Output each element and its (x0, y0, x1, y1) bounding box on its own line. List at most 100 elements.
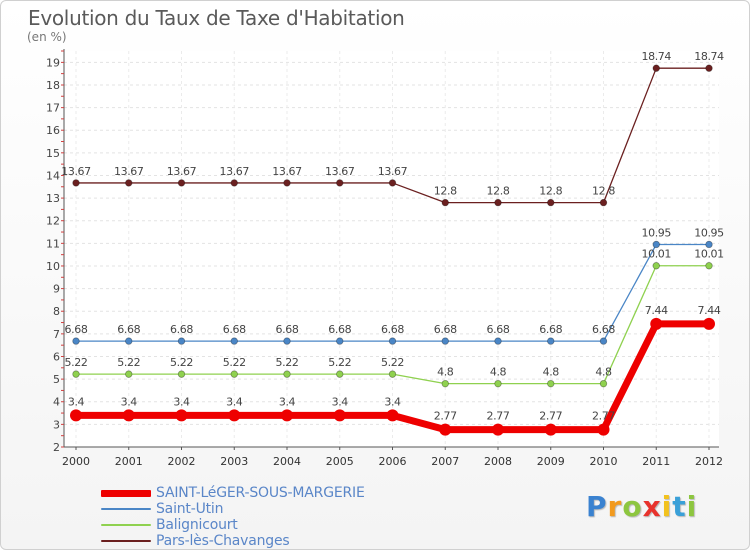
x-tick-label: 2003 (220, 455, 248, 468)
data-point (599, 337, 608, 345)
data-label: 3.4 (279, 395, 296, 408)
y-tick-label: 11 (46, 237, 60, 250)
data-label: 7.44 (698, 304, 721, 317)
data-point (494, 337, 502, 345)
data-label: 5.22 (117, 356, 140, 369)
data-point (652, 64, 660, 72)
x-tick-label: 2007 (431, 455, 459, 468)
data-point (175, 409, 188, 422)
data-point (547, 337, 555, 345)
data-point (230, 370, 238, 378)
plot-area (64, 51, 719, 447)
legend-label: Pars-lès-Chavanges (156, 533, 290, 549)
data-label: 6.68 (170, 323, 193, 336)
y-tick-label: 13 (46, 192, 60, 205)
data-point (544, 423, 557, 436)
logo-letter: i (661, 490, 673, 523)
data-point (125, 337, 133, 345)
data-label: 5.22 (328, 356, 351, 369)
x-tick-label: 2004 (273, 455, 301, 468)
data-point (597, 423, 610, 436)
data-point (386, 409, 399, 422)
y-tick-label: 7 (53, 328, 60, 341)
data-label: 6.68 (592, 323, 615, 336)
data-label: 2.77 (487, 410, 510, 423)
data-label: 12.8 (434, 185, 457, 198)
y-tick-label: 9 (53, 283, 60, 296)
data-point (336, 370, 344, 378)
data-label: 13.67 (114, 165, 144, 178)
series-saint-utin: 6.68 6.68 6.68 6.68 6.68 6.68 6.68 6.68 6.68 6.68… (65, 226, 725, 345)
y-tick-label: 18 (46, 79, 60, 92)
legend-label: Saint-Utin (156, 501, 224, 517)
data-point (705, 64, 713, 72)
data-label: 5.22 (276, 356, 299, 369)
data-point (228, 409, 241, 422)
data-label: 18.74 (642, 50, 672, 63)
y-tick-label: 19 (46, 56, 60, 69)
data-point (333, 409, 346, 422)
x-tick-label: 2008 (484, 455, 512, 468)
data-label: 6.68 (117, 323, 140, 336)
data-point (441, 198, 449, 207)
legend-swatch (101, 524, 151, 526)
logo-letter: x (642, 490, 662, 523)
legend-swatch (101, 540, 151, 542)
data-point (547, 198, 555, 207)
data-point (336, 337, 344, 345)
logo-letter: P (586, 490, 608, 523)
data-label: 13.67 (61, 165, 91, 178)
y-tick-label: 5 (53, 373, 60, 386)
data-label: 2.77 (539, 410, 562, 423)
proxiti-logo: Proxiti (586, 490, 697, 523)
data-label: 5.22 (381, 356, 404, 369)
y-tick-label: 6 (53, 350, 60, 363)
data-point (70, 409, 82, 422)
data-label: 3.4 (68, 395, 85, 408)
data-label: 2.77 (592, 410, 615, 423)
data-label: 7.44 (645, 304, 668, 317)
data-point (72, 179, 80, 187)
series-pars-l-s-chavanges: 13.67 13.67 13.67 13.67 13.67 13.67 13.67 12.8 1… (61, 50, 725, 207)
data-label: 6.68 (276, 323, 299, 336)
data-point (705, 240, 713, 249)
data-label: 3.4 (384, 395, 401, 408)
data-point (177, 337, 186, 345)
legend-label: Balignicourt (156, 517, 238, 533)
logo-letter: i (686, 490, 698, 523)
x-tick-label: 2011 (642, 455, 670, 468)
data-point (599, 198, 608, 207)
data-point (652, 262, 660, 270)
data-point (122, 409, 135, 422)
logo-letter: t (672, 490, 687, 523)
series-balignicourt: 5.22 5.22 5.22 5.22 5.22 5.22 5.22 4.8 4.8 4.8 4.8… (65, 248, 724, 388)
data-point (388, 179, 397, 187)
data-label: 3.4 (173, 395, 190, 408)
legend-swatch (101, 489, 151, 497)
y-tick-label: 12 (46, 215, 60, 228)
x-tick-label: 2002 (168, 455, 196, 468)
data-point (72, 370, 80, 378)
data-label: 13.67 (378, 165, 408, 178)
data-label: 3.4 (332, 395, 349, 408)
chart-title: Evolution du Taux de Taxe d'Habitation (28, 6, 405, 30)
data-point (703, 317, 715, 330)
data-point (283, 370, 291, 378)
data-label: 13.67 (167, 165, 197, 178)
data-label: 6.68 (381, 323, 404, 336)
data-label: 18.74 (694, 50, 724, 63)
x-tick-label: 2010 (590, 455, 618, 468)
data-label: 10.01 (694, 248, 724, 261)
data-label: 6.68 (328, 323, 351, 336)
data-label: 6.68 (223, 323, 246, 336)
data-point (439, 423, 452, 436)
data-point (441, 379, 449, 388)
data-point (230, 337, 238, 345)
data-point (125, 179, 133, 187)
x-tick-label: 2012 (695, 455, 723, 468)
data-label: 12.8 (592, 185, 615, 198)
y-tick-label: 14 (46, 169, 60, 182)
data-label: 5.22 (170, 356, 193, 369)
